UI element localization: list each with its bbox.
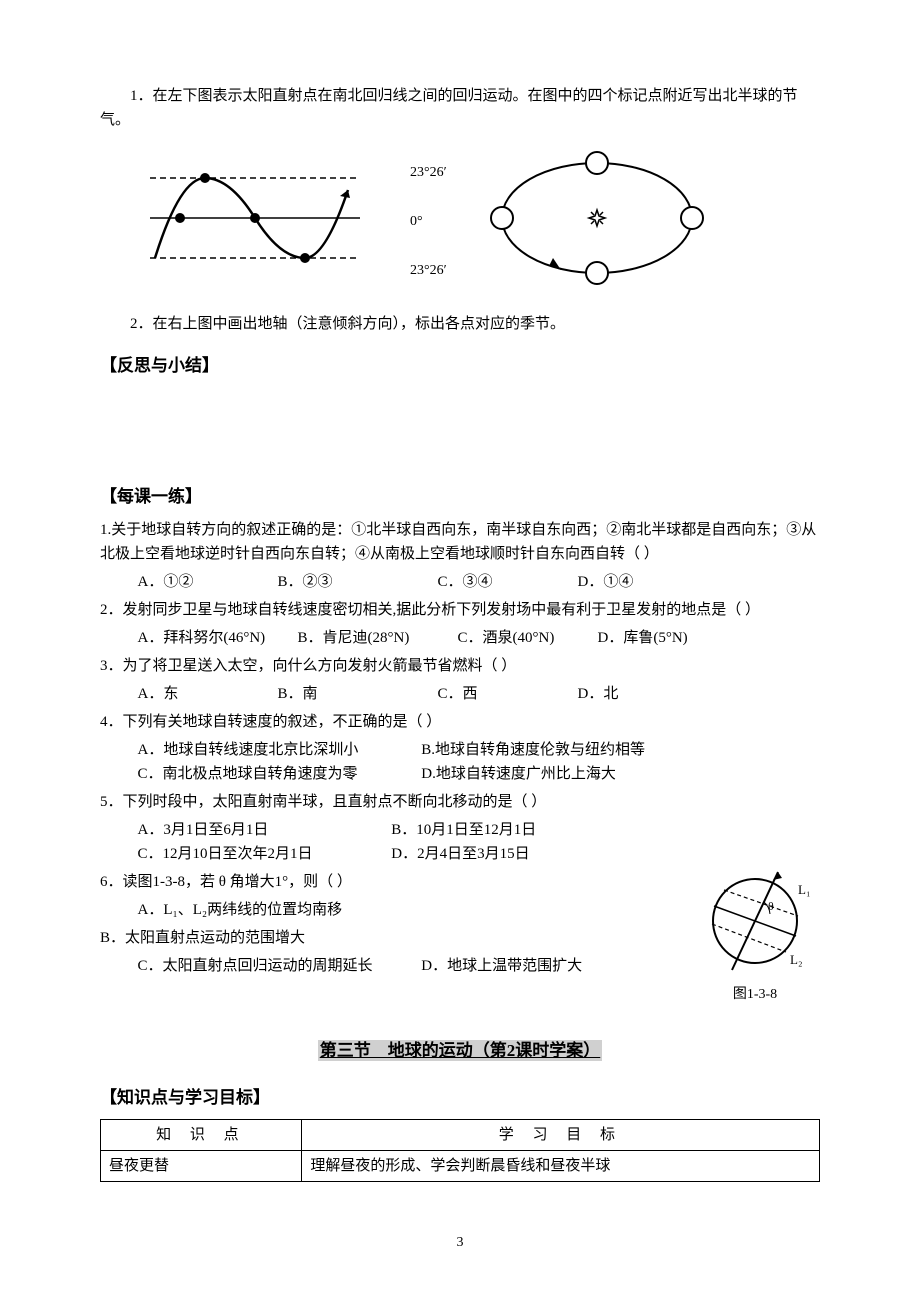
q3-opt-c: C．西 — [438, 682, 578, 706]
heading-practice: 【每课一练】 — [100, 483, 820, 510]
l2-label: L₂ — [790, 952, 802, 967]
q3-stem: 3．为了将卫星送入太空，向什么方向发射火箭最节省燃料（ ） — [100, 654, 820, 678]
q1-opt-a: A．①② — [138, 570, 278, 594]
q1-opt-b: B．②③ — [278, 570, 438, 594]
label-bot: 23°26′ — [410, 260, 447, 282]
q4-opt-d: D.地球自转速度广州比上海大 — [421, 766, 616, 782]
th-goal: 学 习 目 标 — [302, 1120, 820, 1151]
q2-opt-a: A．拜科努尔(46°N) — [138, 626, 298, 650]
q1-options: A．①② B．②③ C．③④ D．①④ — [138, 570, 821, 594]
l1-label: L₁ — [798, 882, 810, 897]
r1c1: 昼夜更替 — [101, 1151, 302, 1182]
blank-space — [100, 387, 820, 467]
q5-opt-c: C．12月10日至次年2月1日 — [138, 842, 388, 866]
q3-opt-a: A．东 — [138, 682, 278, 706]
q4-options: A．地球自转线速度北京比深圳小 B.地球自转角速度伦敦与纽约相等 C．南北极点地… — [138, 738, 821, 786]
heading-knowledge: 【知识点与学习目标】 — [100, 1084, 820, 1111]
q6-opt-d: D．地球上温带范围扩大 — [421, 958, 582, 974]
q1-stem: 1.关于地球自转方向的叙述正确的是：①北半球自西向东，南半球自东向西；②南北半球… — [100, 518, 820, 566]
knowledge-table: 知 识 点 学 习 目 标 昼夜更替 理解昼夜的形成、学会判断晨昏线和昼夜半球 — [100, 1119, 820, 1182]
q3-opt-b: B．南 — [278, 682, 438, 706]
q6-row: 6．读图1-3-8，若 θ 角增大1°，则（ ） A．L₁、L₂两纬线的位置均南… — [100, 866, 820, 1006]
orbit-diagram — [487, 148, 707, 296]
q6-opt-a: A．L₁、L₂两纬线的位置均南移 — [138, 898, 691, 922]
q2-stem: 2．发射同步卫星与地球自转线速度密切相关,据此分析下列发射场中最有利于卫星发射的… — [100, 598, 820, 622]
sine-diagram — [140, 158, 370, 286]
section3-title: 第三节 地球的运动（第2课时学案） — [318, 1040, 603, 1061]
label-top: 23°26′ — [410, 162, 447, 184]
q1-opt-c: C．③④ — [438, 570, 578, 594]
diagram-row: 23°26′ 0° 23°26′ — [140, 148, 820, 296]
label-mid: 0° — [410, 211, 447, 233]
q6-fig-caption: 图1-3-8 — [690, 984, 820, 1006]
intro-q2: 2．在右上图中画出地轴（注意倾斜方向），标出各点对应的季节。 — [100, 312, 820, 336]
q3-options: A．东 B．南 C．西 D．北 — [138, 682, 821, 706]
q5-opt-b: B．10月1日至12月1日 — [391, 822, 536, 838]
q4-stem: 4．下列有关地球自转速度的叙述，不正确的是（ ） — [100, 710, 820, 734]
q6-figure: θ L₁ L₂ 图1-3-8 — [690, 866, 820, 1006]
intro-q1: 1．在左下图表示太阳直射点在南北回归线之间的回归运动。在图中的四个标记点附近写出… — [100, 84, 820, 132]
q2-opt-c: C．酒泉(40°N) — [458, 626, 598, 650]
q2-opt-d: D．库鲁(5°N) — [598, 626, 738, 650]
q1-opt-d: D．①④ — [578, 570, 718, 594]
th-knowledge: 知 识 点 — [101, 1120, 302, 1151]
heading-reflect: 【反思与小结】 — [100, 352, 820, 379]
q2-opt-b: B．肯尼迪(28°N) — [298, 626, 458, 650]
q5-stem: 5．下列时段中，太阳直射南半球，且直射点不断向北移动的是（ ） — [100, 790, 820, 814]
theta-label: θ — [768, 899, 774, 913]
q4-opt-b: B.地球自转角速度伦敦与纽约相等 — [421, 742, 645, 758]
q6-stem: 6．读图1-3-8，若 θ 角增大1°，则（ ） — [100, 870, 690, 894]
r1c2: 理解昼夜的形成、学会判断晨昏线和昼夜半球 — [302, 1151, 820, 1182]
page-number: 3 — [100, 1232, 820, 1254]
q2-options: A．拜科努尔(46°N) B．肯尼迪(28°N) C．酒泉(40°N) D．库鲁… — [138, 626, 821, 650]
q4-opt-c: C．南北极点地球自转角速度为零 — [138, 762, 418, 786]
section3-title-wrap: 第三节 地球的运动（第2课时学案） — [100, 1037, 820, 1064]
sine-labels: 23°26′ 0° 23°26′ — [410, 162, 447, 282]
q6-opt-b: B．太阳直射点运动的范围增大 — [100, 926, 690, 950]
q6-opt-c: C．太阳直射点回归运动的周期延长 — [138, 954, 418, 978]
q3-opt-d: D．北 — [578, 682, 718, 706]
q5-opt-a: A．3月1日至6月1日 — [138, 818, 388, 842]
q4-opt-a: A．地球自转线速度北京比深圳小 — [138, 738, 418, 762]
q5-options: A．3月1日至6月1日 B．10月1日至12月1日 C．12月10日至次年2月1… — [138, 818, 821, 866]
q5-opt-d: D．2月4日至3月15日 — [391, 846, 529, 862]
